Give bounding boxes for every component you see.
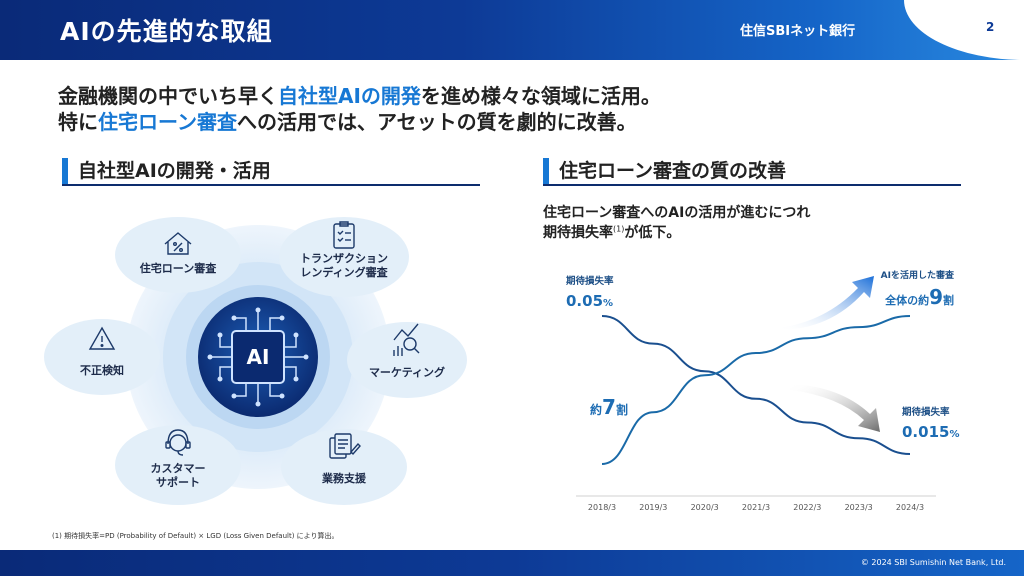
section-title: 住宅ローン審査の質の改善 <box>559 160 787 182</box>
x-tick-label: 2020/3 <box>691 503 719 512</box>
circuit-nodes <box>207 307 309 407</box>
value-number: 7 <box>602 395 616 419</box>
chart-description-line-2: 期待損失率(1)が低下。 <box>543 222 680 242</box>
bubble-customer-support <box>115 425 241 505</box>
chart-magnifier-icon <box>393 323 420 356</box>
ai-usage-arrow <box>778 276 874 330</box>
ai-start-value: 約7割 <box>590 395 628 419</box>
chart-description-line-1: 住宅ローン審査へのAIの活用が進むにつれ <box>543 205 811 221</box>
loss-start-label: 期待損失率 <box>566 275 614 287</box>
lead-text: への活用では、アセットの質を劇的に改善。 <box>237 110 637 134</box>
section-title: 自社型AIの開発・活用 <box>78 160 271 182</box>
value-suffix: 割 <box>616 402 628 417</box>
footer-bar: © 2024 SBI Sumishin Net Bank, Ltd. <box>0 550 1024 576</box>
x-tick-label: 2018/3 <box>588 503 616 512</box>
desc-text: 期待損失率 <box>543 225 613 241</box>
x-tick-label: 2024/3 <box>896 503 924 512</box>
house-percent-icon <box>164 232 192 255</box>
footnote-ref: (1) <box>613 224 625 234</box>
series-layer <box>601 315 911 465</box>
x-tick-label: 2022/3 <box>793 503 821 512</box>
annotation-ai-start: 約7割 <box>590 395 628 419</box>
value-number: 0.05 <box>566 292 603 310</box>
section-header-left: 自社型AIの開発・活用 <box>62 156 480 186</box>
lead-highlight: 自社型AIの開発 <box>278 84 421 108</box>
section-header-right: 住宅ローン審査の質の改善 <box>543 156 961 186</box>
circuit-lines <box>212 312 304 402</box>
warning-icon <box>88 326 116 350</box>
bubble-transaction-lending <box>279 217 409 297</box>
value-prefix: 全体の約 <box>884 293 929 307</box>
value-suffix: 割 <box>943 293 954 307</box>
bubble-label-operations-support: 業務支援 <box>322 472 366 485</box>
x-tick-label: 2021/3 <box>742 503 770 512</box>
chart-svg: 2018/3 2019/3 2020/3 2021/3 2022/3 2023/3 2024… <box>566 269 959 512</box>
annotation-loss-end: 期待損失率 0.015% <box>902 406 959 441</box>
desc-text: が低下。 <box>624 225 681 241</box>
loss-end-value: 0.015% <box>902 423 959 441</box>
section-accent-bar <box>62 158 68 184</box>
ai-end-label: AIを活用した審査 <box>881 269 955 281</box>
bubble-fraud-detection <box>44 319 160 395</box>
page-title: AIの先進的な取組 <box>60 17 273 46</box>
ai-chip-label: AI <box>247 345 270 369</box>
value-unit: % <box>949 429 959 440</box>
loss-rate-line <box>601 315 911 455</box>
ai-usage-diagram: AI <box>40 200 480 520</box>
loss-start-value: 0.05% <box>566 292 613 310</box>
bubble-label-customer-support: カスタマー サポート <box>150 462 206 489</box>
lead-highlight: 住宅ローン審査 <box>98 110 237 134</box>
footnote: (1) 期待損失率=PD (Probability of Default) × … <box>52 532 339 540</box>
loss-end-label: 期待損失率 <box>902 406 950 418</box>
loss-rate-arrow <box>790 384 880 432</box>
bubble-operations-support <box>281 429 407 505</box>
value-number: 0.015 <box>902 423 949 441</box>
ai-end-value: 全体の約9割 <box>884 285 954 309</box>
lead-line-1: 金融機関の中でいち早く自社型AIの開発を進め様々な領域に活用。 <box>58 80 661 109</box>
lead-text: 特に <box>58 110 98 134</box>
value-number: 9 <box>929 285 943 309</box>
bubble-marketing <box>347 322 467 398</box>
bubble-housing-loan <box>115 217 241 293</box>
value-prefix: 約 <box>590 402 602 417</box>
loss-rate-chart: 2018/3 2019/3 2020/3 2021/3 2022/3 2023/3 2024… <box>540 258 960 520</box>
x-tick-label: 2019/3 <box>639 503 667 512</box>
bank-logo-text: 住信SBIネット銀行 <box>740 24 856 39</box>
section-accent-bar <box>543 158 549 184</box>
x-tick-label: 2023/3 <box>845 503 873 512</box>
documents-pen-icon <box>329 433 361 459</box>
annotation-ai-end: AIを活用した審査 全体の約9割 <box>881 269 955 309</box>
diagram-graphic: AI <box>44 217 467 505</box>
copyright: © 2024 SBI Sumishin Net Bank, Ltd. <box>860 558 1006 567</box>
page-number: 2 <box>986 20 995 34</box>
bubble-label-housing-loan: 住宅ローン審査 <box>139 262 217 275</box>
ai-chip <box>231 330 285 384</box>
lead-text: 金融機関の中でいち早く <box>58 84 278 108</box>
bubble-label-marketing: マーケティング <box>368 366 446 379</box>
lead-line-2: 特に住宅ローン審査への活用では、アセットの質を劇的に改善。 <box>58 106 637 135</box>
lead-text: を進め様々な領域に活用。 <box>420 84 661 108</box>
ai-usage-line <box>601 315 911 465</box>
headset-icon <box>165 429 191 456</box>
header-curve-decoration <box>904 0 1024 60</box>
bubble-label-transaction-lending: トランザクション レンディング審査 <box>300 252 388 279</box>
x-tick-labels: 2018/3 2019/3 2020/3 2021/3 2022/3 2023/3 2024… <box>588 503 924 512</box>
checklist-icon <box>333 221 355 249</box>
annotation-loss-start: 期待損失率 0.05% <box>566 275 614 310</box>
bubble-label-fraud-detection: 不正検知 <box>80 364 124 377</box>
header-bar: AIの先進的な取組 住信SBIネット銀行 <box>0 0 1024 60</box>
value-unit: % <box>603 298 613 309</box>
